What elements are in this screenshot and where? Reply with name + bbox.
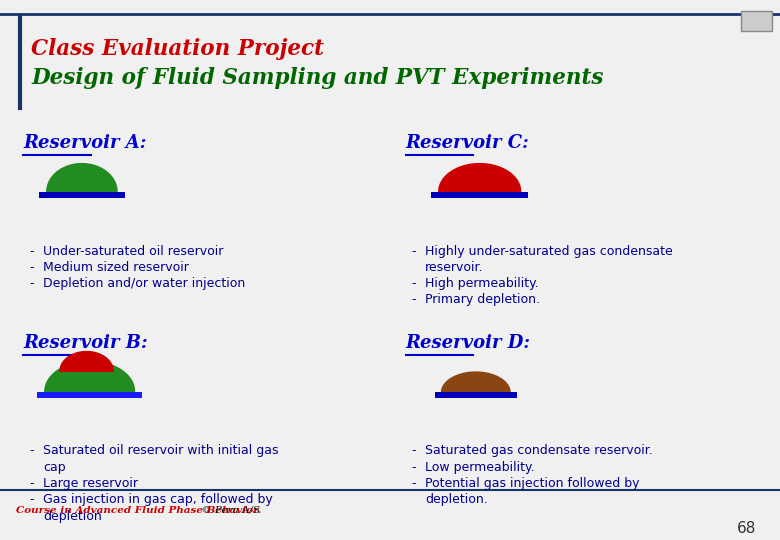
Text: Under-saturated oil reservoir: Under-saturated oil reservoir (43, 245, 223, 258)
Bar (39, 192, 125, 198)
Text: Medium sized reservoir: Medium sized reservoir (43, 261, 189, 274)
Polygon shape (47, 164, 117, 192)
Text: Depletion and/or water injection: Depletion and/or water injection (43, 277, 245, 290)
Text: Saturated oil reservoir with initial gas: Saturated oil reservoir with initial gas (43, 444, 278, 457)
Text: -: - (412, 461, 417, 474)
Text: Primary depletion.: Primary depletion. (425, 293, 540, 307)
Polygon shape (441, 372, 510, 393)
Text: -: - (412, 277, 417, 290)
Text: -: - (412, 245, 417, 258)
Text: -: - (30, 277, 34, 290)
Polygon shape (438, 164, 521, 192)
Text: -: - (30, 477, 34, 490)
Text: reservoir.: reservoir. (425, 261, 484, 274)
Text: depletion.: depletion. (425, 493, 488, 507)
Text: -: - (30, 493, 34, 507)
Text: -: - (412, 477, 417, 490)
Bar (37, 392, 143, 398)
Text: High permeability.: High permeability. (425, 277, 539, 290)
Bar (435, 392, 516, 398)
Bar (431, 192, 529, 198)
Text: Design of Fluid Sampling and PVT Experiments: Design of Fluid Sampling and PVT Experim… (31, 68, 604, 89)
Text: cap: cap (43, 461, 66, 474)
Polygon shape (45, 361, 135, 392)
Text: Potential gas injection followed by: Potential gas injection followed by (425, 477, 640, 490)
Text: Highly under-saturated gas condensate: Highly under-saturated gas condensate (425, 245, 673, 258)
Text: -: - (412, 293, 417, 307)
Text: -: - (30, 261, 34, 274)
Text: Saturated gas condensate reservoir.: Saturated gas condensate reservoir. (425, 444, 653, 457)
Text: Course in Advanced Fluid Phase Behavior.: Course in Advanced Fluid Phase Behavior. (16, 506, 261, 515)
Text: 68: 68 (737, 521, 757, 536)
Text: Gas injection in gas cap, followed by: Gas injection in gas cap, followed by (43, 493, 273, 507)
Text: Reservoir B:: Reservoir B: (23, 334, 148, 352)
FancyBboxPatch shape (741, 11, 772, 31)
Text: -: - (30, 444, 34, 457)
Text: Class Evaluation Project: Class Evaluation Project (31, 38, 324, 59)
Text: Large reservoir: Large reservoir (43, 477, 138, 490)
Text: Low permeability.: Low permeability. (425, 461, 535, 474)
Text: -: - (412, 444, 417, 457)
Text: © Pera A/S: © Pera A/S (198, 506, 260, 515)
Text: Reservoir D:: Reservoir D: (406, 334, 530, 352)
Text: -: - (30, 245, 34, 258)
Text: Reservoir A:: Reservoir A: (23, 134, 147, 152)
Text: depletion: depletion (43, 510, 101, 523)
Polygon shape (60, 352, 113, 371)
Text: Reservoir C:: Reservoir C: (406, 134, 530, 152)
